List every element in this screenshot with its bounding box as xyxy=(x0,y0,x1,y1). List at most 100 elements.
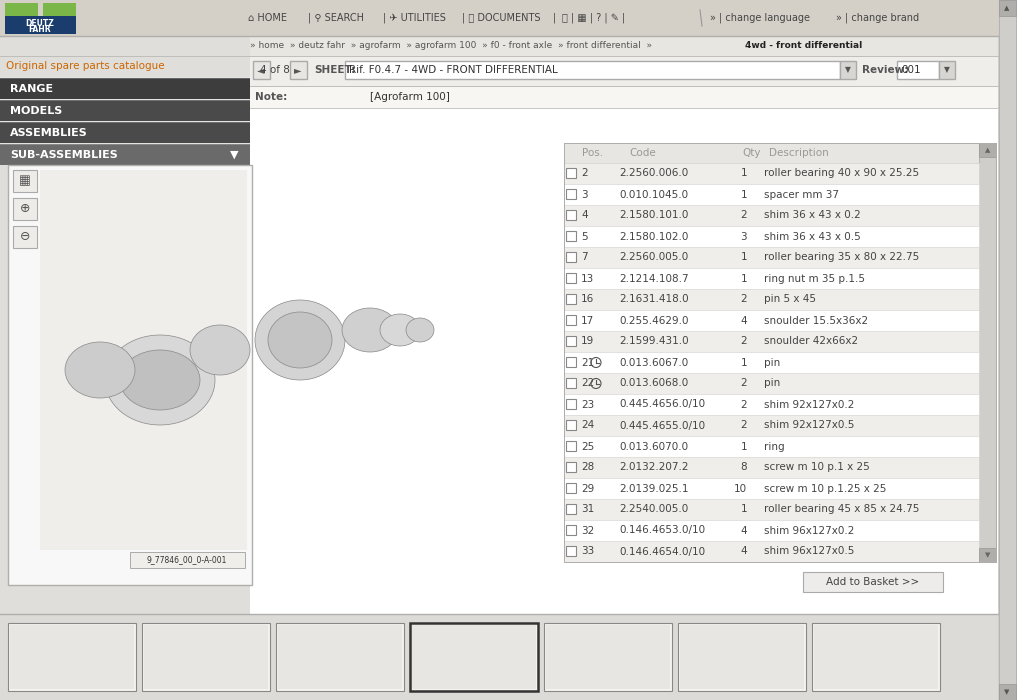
Bar xyxy=(0,100,250,121)
Text: 2.0139.025.1: 2.0139.025.1 xyxy=(619,484,689,494)
Bar xyxy=(142,623,270,691)
Text: 2.1214.108.7: 2.1214.108.7 xyxy=(619,274,689,284)
Bar xyxy=(566,252,576,262)
Text: 0.010.1045.0: 0.010.1045.0 xyxy=(619,190,689,200)
Text: » home  » deutz fahr  » agrofarm  » agrofarm 100  » f0 - front axle  » front dif: » home » deutz fahr » agrofarm » agrofar… xyxy=(250,41,655,50)
Bar xyxy=(43,3,76,16)
Text: shim 36 x 43 x 0.5: shim 36 x 43 x 0.5 xyxy=(764,232,860,242)
Text: 2: 2 xyxy=(740,211,747,220)
Text: RANGE: RANGE xyxy=(10,83,53,94)
Text: ▲: ▲ xyxy=(1005,5,1010,11)
Text: 3: 3 xyxy=(581,190,588,200)
Text: Add to Basket >>: Add to Basket >> xyxy=(827,577,919,587)
Text: ▲: ▲ xyxy=(984,147,991,153)
Text: roller bearing 35 x 80 x 22.75: roller bearing 35 x 80 x 22.75 xyxy=(764,253,919,262)
Bar xyxy=(564,143,996,562)
Text: 1: 1 xyxy=(740,190,747,200)
Bar xyxy=(566,168,576,178)
Bar xyxy=(412,625,536,689)
Bar xyxy=(0,78,250,99)
Text: 0.146.4654.0/10: 0.146.4654.0/10 xyxy=(619,547,705,556)
Text: 1: 1 xyxy=(740,442,747,452)
Text: 2: 2 xyxy=(740,421,747,430)
Text: | ⓘ DOCUMENTS: | ⓘ DOCUMENTS xyxy=(462,13,540,23)
Text: 28: 28 xyxy=(581,463,594,473)
Bar xyxy=(999,0,1016,700)
Text: 5: 5 xyxy=(581,232,588,242)
Text: ring: ring xyxy=(764,442,785,452)
Bar xyxy=(566,525,576,535)
Text: 22: 22 xyxy=(581,379,594,389)
Text: Code: Code xyxy=(629,148,656,158)
Bar xyxy=(0,36,250,700)
Bar xyxy=(13,226,37,248)
Bar xyxy=(0,0,998,36)
Ellipse shape xyxy=(65,342,135,398)
Text: 23: 23 xyxy=(581,400,594,410)
Text: SHEET:: SHEET: xyxy=(314,65,355,75)
Bar xyxy=(979,143,996,157)
Bar xyxy=(0,614,998,700)
Bar xyxy=(144,625,268,689)
Text: 0.255.4629.0: 0.255.4629.0 xyxy=(619,316,689,326)
Text: 17: 17 xyxy=(581,316,594,326)
Bar xyxy=(566,336,576,346)
Text: ⌂ HOME: ⌂ HOME xyxy=(248,13,287,23)
Bar xyxy=(566,441,576,451)
Bar xyxy=(999,684,1016,700)
Ellipse shape xyxy=(255,300,345,380)
Text: 4 of 8: 4 of 8 xyxy=(260,65,290,75)
Bar xyxy=(566,231,576,241)
Bar xyxy=(566,420,576,430)
Ellipse shape xyxy=(380,314,420,346)
Bar xyxy=(564,331,979,352)
Text: Qty: Qty xyxy=(742,148,761,158)
Bar xyxy=(290,61,307,79)
Text: shim 96x127x0.2: shim 96x127x0.2 xyxy=(764,526,854,536)
Bar xyxy=(564,268,979,289)
Text: 2.1631.418.0: 2.1631.418.0 xyxy=(619,295,689,304)
Bar xyxy=(979,143,996,562)
Ellipse shape xyxy=(406,318,434,342)
Text: Review:: Review: xyxy=(862,65,908,75)
Text: » | change brand: » | change brand xyxy=(836,13,919,23)
Ellipse shape xyxy=(190,325,250,375)
Text: 24: 24 xyxy=(581,421,594,430)
Text: 2.2540.005.0: 2.2540.005.0 xyxy=(619,505,689,514)
Bar xyxy=(253,61,270,79)
Text: 0.013.6070.0: 0.013.6070.0 xyxy=(619,442,689,452)
Text: 2: 2 xyxy=(740,400,747,410)
Bar xyxy=(5,16,76,34)
Text: screw m 10 p.1 x 25: screw m 10 p.1 x 25 xyxy=(764,463,870,473)
Bar xyxy=(13,198,37,220)
Text: shim 96x127x0.5: shim 96x127x0.5 xyxy=(764,547,854,556)
Bar xyxy=(939,61,955,79)
Text: ▦: ▦ xyxy=(19,174,31,188)
Text: ASSEMBLIES: ASSEMBLIES xyxy=(10,127,87,137)
Text: 0.445.4656.0/10: 0.445.4656.0/10 xyxy=(619,400,705,410)
Bar xyxy=(840,61,856,79)
Bar xyxy=(564,415,979,436)
Text: 33: 33 xyxy=(581,547,594,556)
Text: ▼: ▼ xyxy=(1005,689,1010,695)
Bar xyxy=(564,143,979,163)
Ellipse shape xyxy=(342,308,398,352)
Text: 2: 2 xyxy=(740,379,747,389)
Text: 4wd - front differential: 4wd - front differential xyxy=(745,41,862,50)
Text: 19: 19 xyxy=(581,337,594,346)
Text: | ⚲ SEARCH: | ⚲ SEARCH xyxy=(308,13,364,23)
Bar xyxy=(566,546,576,556)
Bar xyxy=(566,210,576,220)
Bar xyxy=(0,86,998,108)
Text: ▼: ▼ xyxy=(984,552,991,558)
Text: ⊖: ⊖ xyxy=(19,230,31,244)
Bar xyxy=(564,247,979,268)
Text: 0.146.4653.0/10: 0.146.4653.0/10 xyxy=(619,526,705,536)
Text: Rif. F0.4.7 - 4WD - FRONT DIFFERENTIAL: Rif. F0.4.7 - 4WD - FRONT DIFFERENTIAL xyxy=(349,65,557,75)
Text: 0.445.4655.0/10: 0.445.4655.0/10 xyxy=(619,421,705,430)
Text: shim 92x127x0.2: shim 92x127x0.2 xyxy=(764,400,854,410)
Text: 4: 4 xyxy=(581,211,588,220)
Bar xyxy=(345,61,840,79)
Bar xyxy=(564,310,979,331)
Text: 13: 13 xyxy=(581,274,594,284)
